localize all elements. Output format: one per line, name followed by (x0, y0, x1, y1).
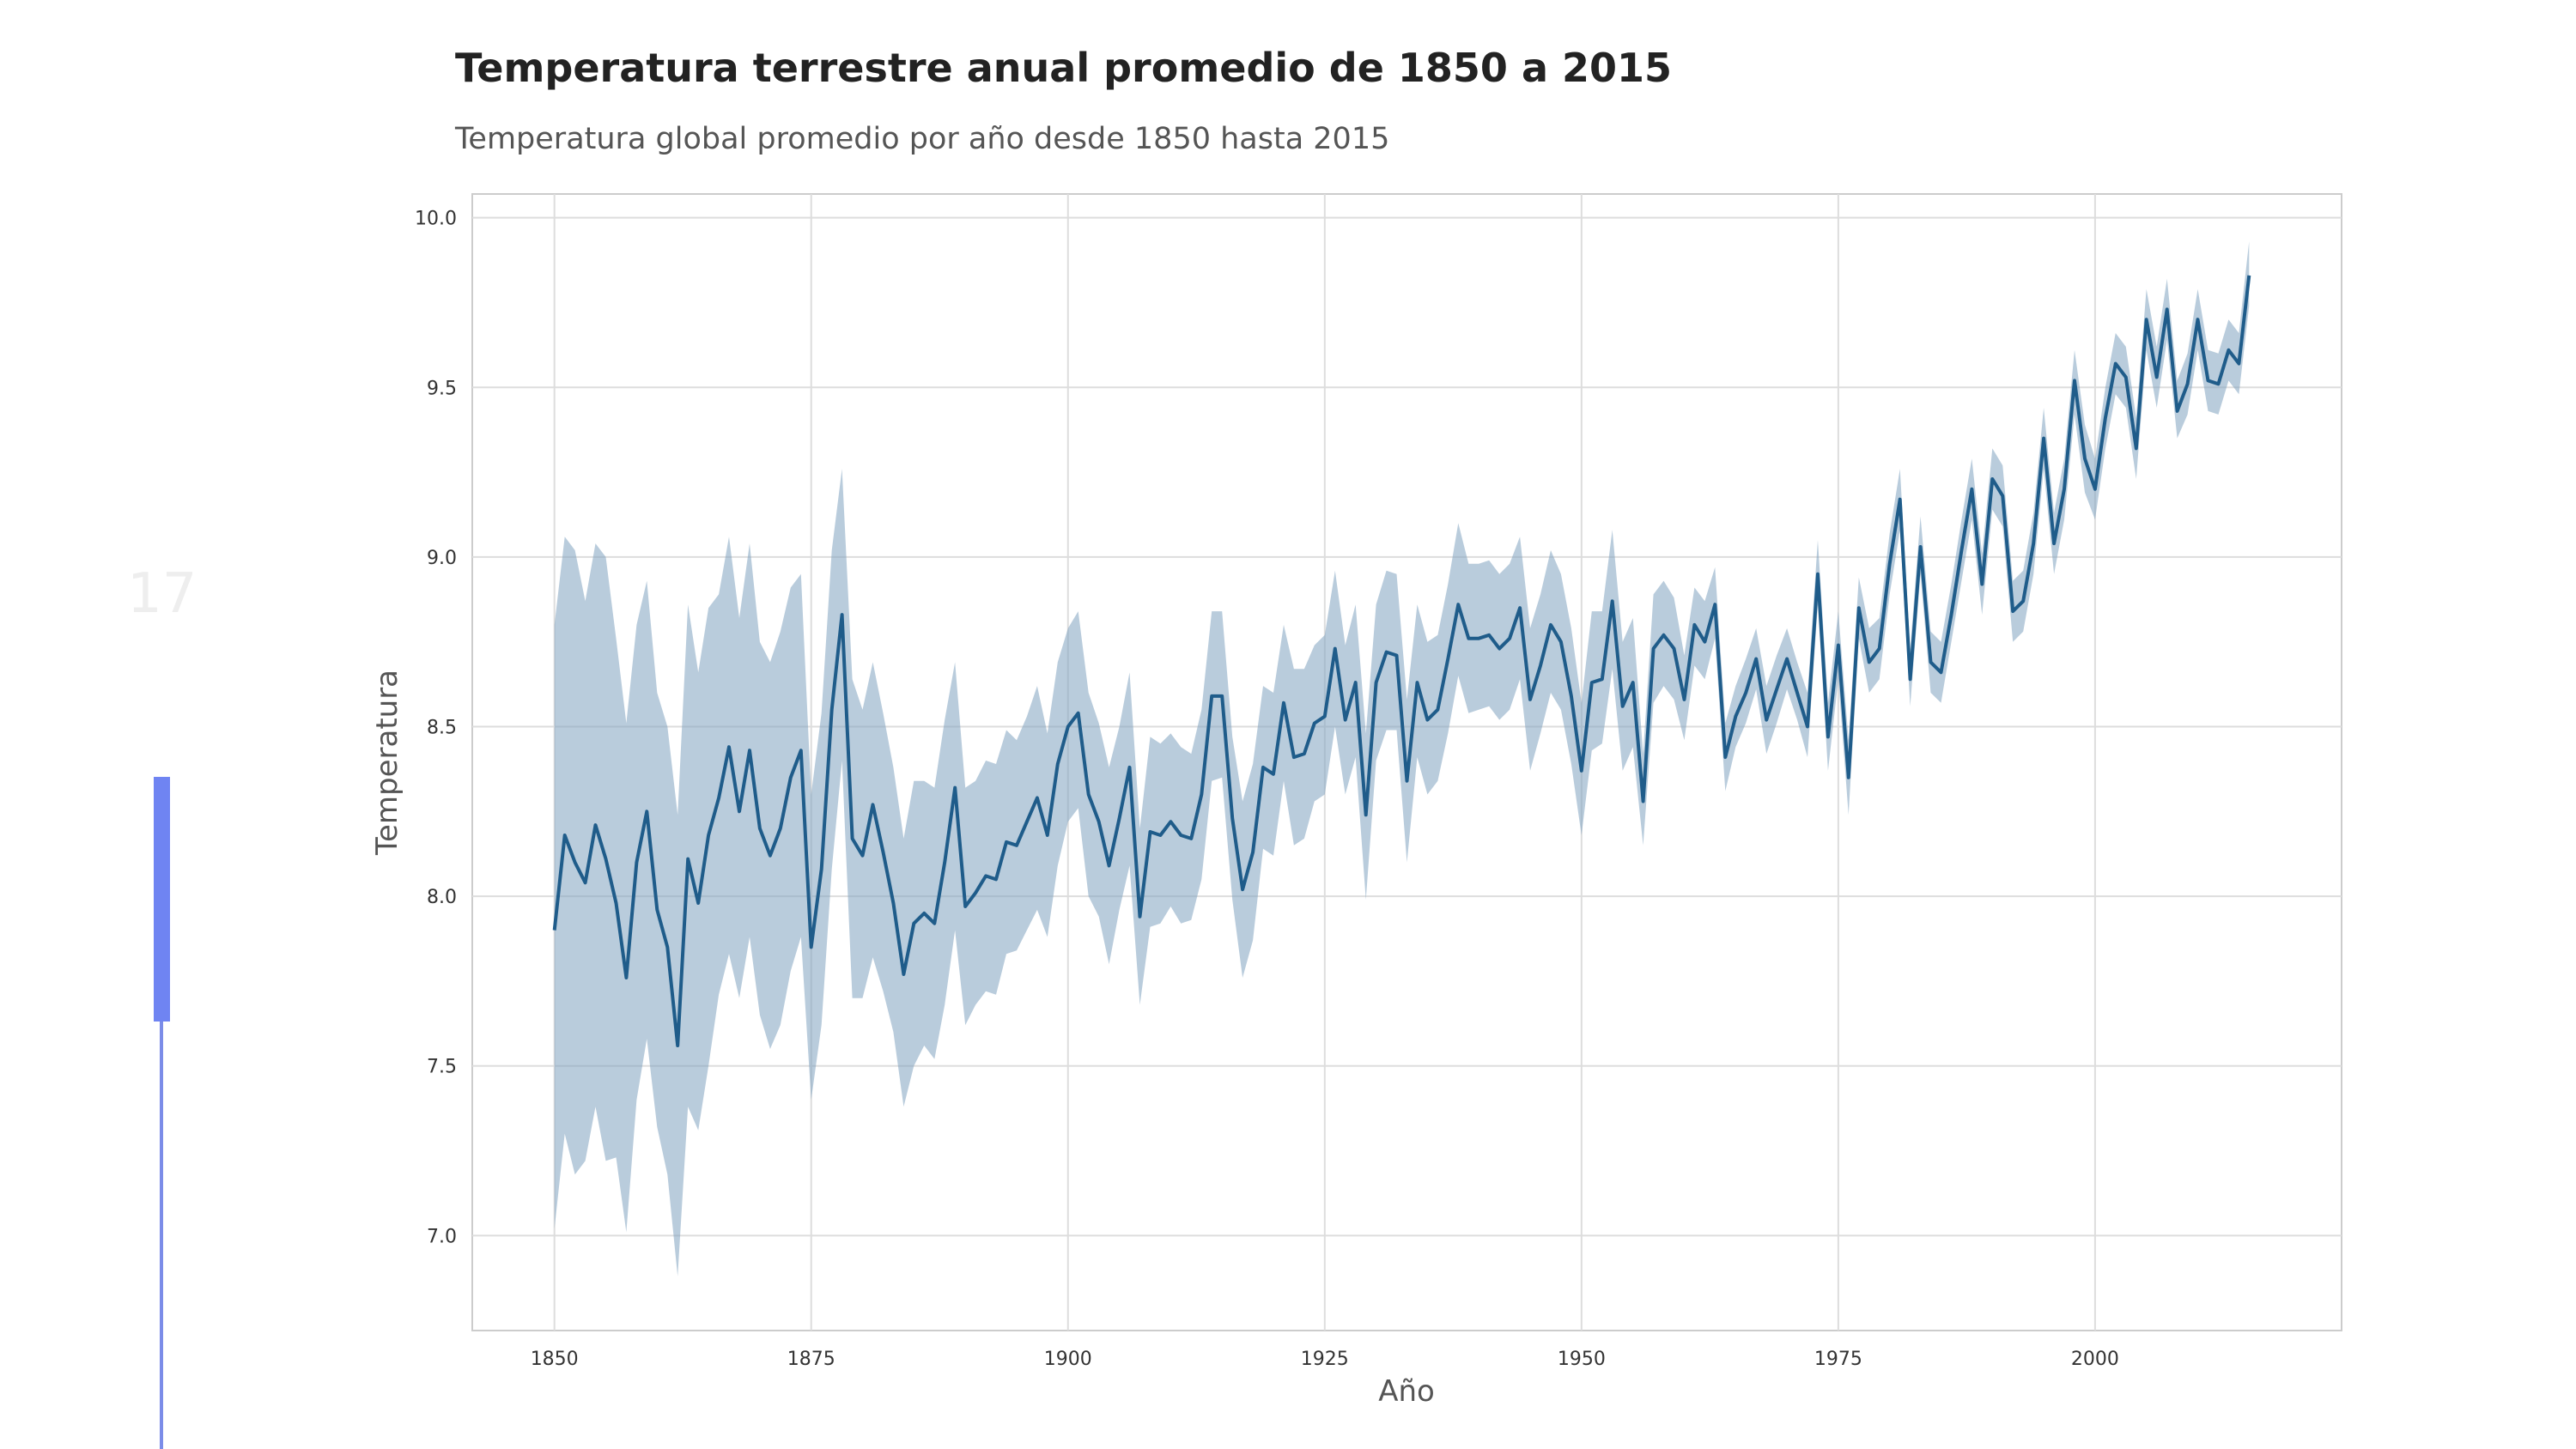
y-tick-label: 8.0 (427, 887, 457, 908)
y-tick-label: 10.0 (415, 209, 457, 230)
x-tick-label: 1925 (1301, 1349, 1349, 1370)
x-tick-label: 1900 (1044, 1349, 1092, 1370)
series-line (552, 275, 2251, 1047)
progress-track (160, 777, 163, 1449)
y-tick-label: 9.5 (427, 378, 457, 399)
x-tick-label: 1850 (531, 1349, 579, 1370)
chart-subtitle: Temperatura global promedio por año desd… (455, 122, 1390, 156)
x-axis-title: Año (1378, 1374, 1435, 1409)
chart-title: Temperatura terrestre anual promedio de … (455, 45, 1673, 91)
y-axis-title: Temperatura (370, 670, 404, 856)
y-tick-label: 9.0 (427, 548, 457, 569)
y-tick-label: 8.5 (427, 718, 457, 739)
x-tick-label: 1875 (787, 1349, 835, 1370)
confidence-band (554, 241, 2250, 1276)
x-tick-label: 1950 (1558, 1349, 1606, 1370)
plot-frame (471, 193, 2342, 1331)
y-tick-label: 7.0 (427, 1226, 457, 1247)
tick-labels: 1850 1875 1900 1925 1950 1975 2000 7.0 7.5 8.0 8.5… (415, 209, 2119, 1370)
x-tick-label: 1975 (1814, 1349, 1862, 1370)
y-tick-label: 7.5 (427, 1057, 457, 1078)
page-number: 17 (127, 562, 197, 626)
x-tick-label: 2000 (2071, 1349, 2119, 1370)
progress-fill (154, 777, 170, 1022)
